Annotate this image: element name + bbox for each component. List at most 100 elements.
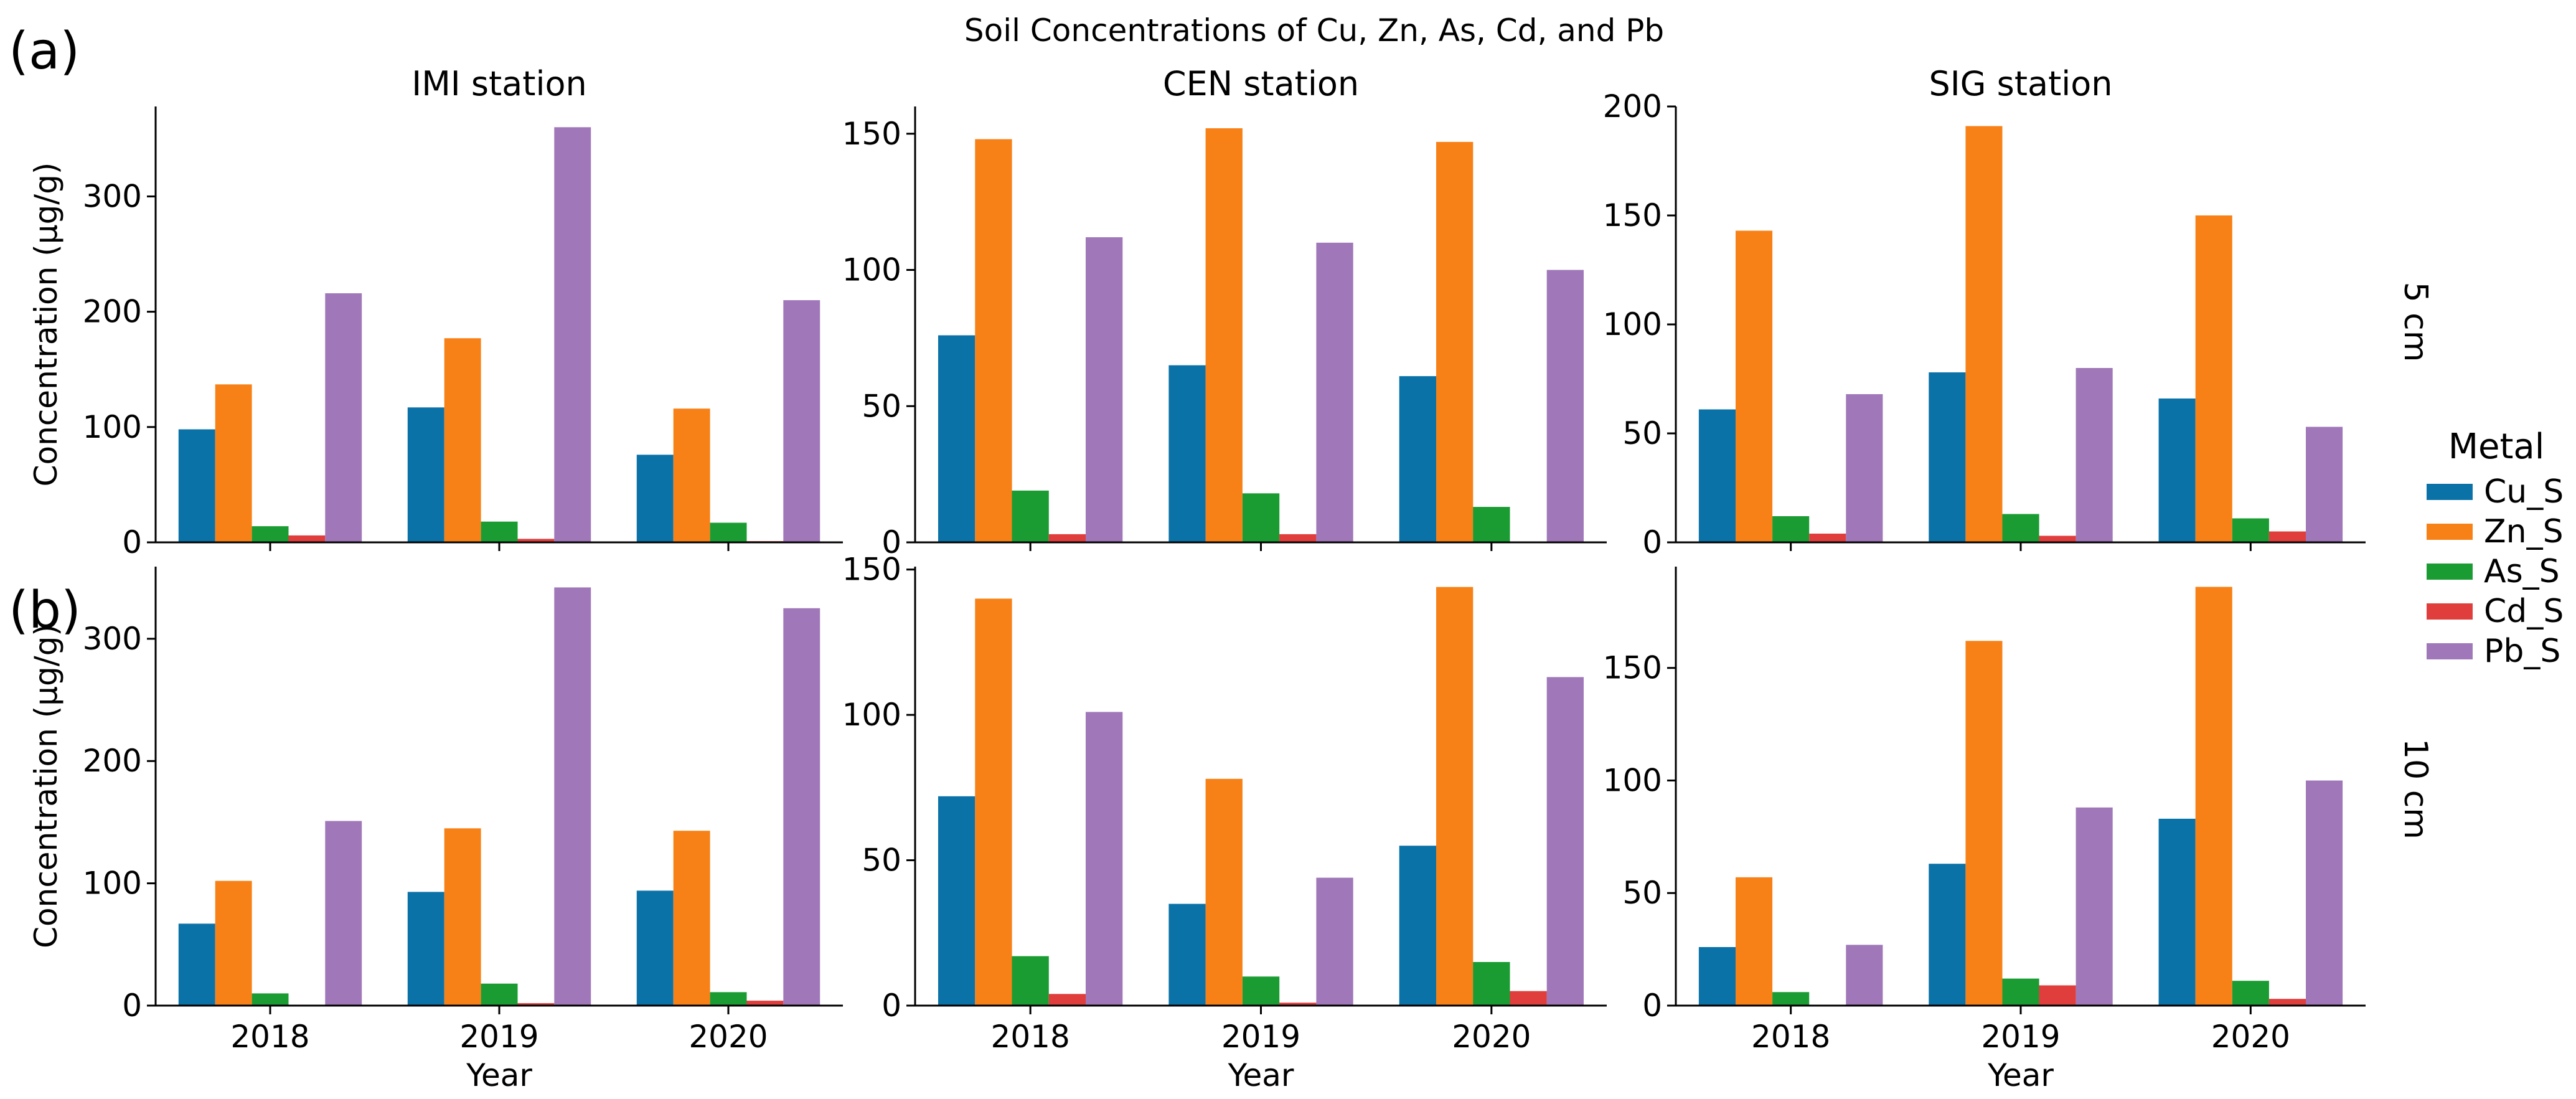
bar-p2-cu-s-2019 — [1929, 372, 1966, 542]
legend-label-pb-s: Pb_S — [2484, 633, 2560, 670]
bar-p3-cu-s-2018 — [178, 923, 215, 1006]
bar-p4-pb-s-2020 — [1546, 677, 1584, 1006]
y-tick-label-p4-0: 0 — [881, 988, 901, 1024]
bar-p0-cd-s-2019 — [517, 539, 555, 542]
legend-entry-cu-s: Cu_S — [2427, 473, 2564, 511]
y-tick-label-p4-50: 50 — [862, 842, 901, 879]
bar-p2-cd-s-2018 — [1809, 534, 1846, 542]
bar-p5-pb-s-2018 — [1846, 945, 1883, 1006]
bar-p2-cu-s-2018 — [1698, 409, 1736, 542]
bar-p3-cd-s-2020 — [746, 1001, 784, 1006]
x-axis-label-p3: Year — [466, 1057, 532, 1093]
bar-p3-pb-s-2018 — [325, 821, 362, 1006]
legend-swatch-as-s — [2427, 564, 2473, 580]
figure-title: Soil Concentrations of Cu, Zn, As, Cd, a… — [964, 12, 1664, 49]
bar-p0-as-s-2020 — [710, 522, 747, 542]
panel-p3: 0 100 200 300 2018 2019 2020 Concentration (µg/… — [28, 567, 843, 1093]
bar-p1-zn-s-2020 — [1436, 141, 1474, 542]
row-label-5cm: 5 cm — [2397, 282, 2434, 362]
bar-p0-cu-s-2019 — [407, 407, 444, 542]
y-tick-label-p5-50: 50 — [1622, 875, 1662, 911]
x-tick-label-p5-2018: 2018 — [1751, 1019, 1830, 1055]
bar-p2-zn-s-2019 — [1965, 126, 2003, 542]
panel-p4: 0 50 100 150 2018 2019 2020 Year — [842, 552, 1607, 1093]
bars-p5 — [1698, 587, 2343, 1006]
y-tick-label-p3-200: 200 — [83, 743, 142, 779]
bar-p5-cu-s-2020 — [2158, 818, 2196, 1006]
y-axis-label-p3: Concentration (µg/g) — [28, 624, 64, 948]
bar-p1-as-s-2019 — [1242, 493, 1280, 543]
legend-swatch-zn-s — [2427, 524, 2473, 540]
legend-label-cu-s: Cu_S — [2484, 473, 2564, 511]
bar-p0-zn-s-2019 — [444, 338, 481, 542]
y-tick-label-p0-200: 200 — [83, 294, 142, 330]
row-label-10cm: 10 cm — [2397, 738, 2434, 839]
bar-p5-zn-s-2019 — [1965, 641, 2003, 1006]
bar-p0-zn-s-2020 — [673, 408, 710, 542]
plot-area: 0 100 200 300 IMI station Concentration (µg/g… — [28, 64, 2366, 1093]
legend-label-cd-s: Cd_S — [2484, 593, 2564, 630]
bar-p0-pb-s-2020 — [783, 300, 820, 542]
y-tick-label-p3-100: 100 — [83, 866, 142, 902]
bar-p1-zn-s-2018 — [975, 139, 1012, 542]
bar-p4-as-s-2019 — [1242, 976, 1280, 1006]
bar-p3-as-s-2018 — [251, 993, 289, 1006]
x-tick-label-p4-2020: 2020 — [1452, 1019, 1531, 1055]
legend-entry-zn-s: Zn_S — [2427, 513, 2564, 550]
bar-p4-cu-s-2018 — [938, 796, 975, 1006]
bar-p5-cu-s-2018 — [1698, 947, 1736, 1006]
bar-p0-cd-s-2018 — [288, 535, 326, 542]
bar-p4-cd-s-2018 — [1048, 994, 1086, 1006]
y-tick-label-p5-0: 0 — [1642, 988, 1662, 1024]
y-tick-label-p1-150: 150 — [842, 116, 901, 152]
x-tick-label-p3-2019: 2019 — [459, 1019, 538, 1055]
bar-p1-pb-s-2020 — [1546, 270, 1584, 542]
bar-p4-zn-s-2018 — [975, 598, 1012, 1006]
bar-p4-as-s-2020 — [1473, 962, 1510, 1006]
legend-title: Metal — [2448, 427, 2545, 467]
bar-p4-as-s-2018 — [1012, 956, 1049, 1006]
y-tick-label-p2-100: 100 — [1603, 306, 1662, 342]
bar-p3-as-s-2020 — [710, 992, 747, 1006]
bar-p5-zn-s-2018 — [1736, 877, 1773, 1006]
y-tick-label-p4-100: 100 — [842, 697, 901, 733]
y-tick-label-p5-100: 100 — [1603, 762, 1662, 798]
bar-p1-pb-s-2019 — [1316, 242, 1353, 543]
legend-entry-as-s: As_S — [2427, 553, 2560, 590]
legend: Metal Cu_SZn_SAs_SCd_SPb_S — [2427, 427, 2564, 670]
panel-label-b: (b) — [9, 581, 81, 640]
bar-p4-zn-s-2019 — [1205, 778, 1243, 1006]
y-tick-label-p5-150: 150 — [1603, 650, 1662, 686]
bar-p5-as-s-2020 — [2232, 981, 2269, 1006]
legend-label-zn-s: Zn_S — [2484, 513, 2564, 550]
x-tick-label-p5-2020: 2020 — [2211, 1019, 2290, 1055]
x-tick-label-p4-2018: 2018 — [991, 1019, 1070, 1055]
y-tick-label-p2-0: 0 — [1642, 524, 1662, 560]
bar-p1-cu-s-2018 — [938, 335, 975, 542]
bar-p1-as-s-2020 — [1473, 507, 1510, 542]
bar-p3-zn-s-2019 — [444, 828, 481, 1006]
bar-p0-pb-s-2019 — [554, 127, 591, 543]
y-tick-label-p4-150: 150 — [842, 552, 901, 588]
bar-p1-pb-s-2018 — [1086, 237, 1123, 542]
y-axis-label-p0: Concentration (µg/g) — [28, 163, 64, 487]
legend-entry-cd-s: Cd_S — [2427, 593, 2564, 630]
bar-p3-cd-s-2019 — [517, 1003, 555, 1006]
bar-p3-zn-s-2020 — [673, 831, 710, 1006]
y-tick-label-p1-50: 50 — [862, 388, 901, 424]
bar-p0-pb-s-2018 — [325, 293, 362, 542]
bar-p1-as-s-2018 — [1012, 490, 1049, 542]
bars-p4 — [938, 587, 1584, 1006]
bar-p2-pb-s-2019 — [2075, 368, 2113, 542]
y-tick-label-p1-0: 0 — [881, 524, 901, 560]
bar-p5-zn-s-2020 — [2195, 587, 2232, 1006]
bar-p2-cd-s-2020 — [2268, 531, 2306, 542]
y-tick-label-p0-100: 100 — [83, 409, 142, 445]
bar-p5-cd-s-2019 — [2039, 985, 2076, 1006]
bar-p2-zn-s-2020 — [2195, 215, 2232, 542]
panel-label-a: (a) — [9, 22, 80, 81]
y-tick-label-p3-0: 0 — [122, 988, 142, 1024]
legend-swatch-cu-s — [2427, 484, 2473, 500]
panel-title-p0: IMI station — [411, 64, 586, 103]
